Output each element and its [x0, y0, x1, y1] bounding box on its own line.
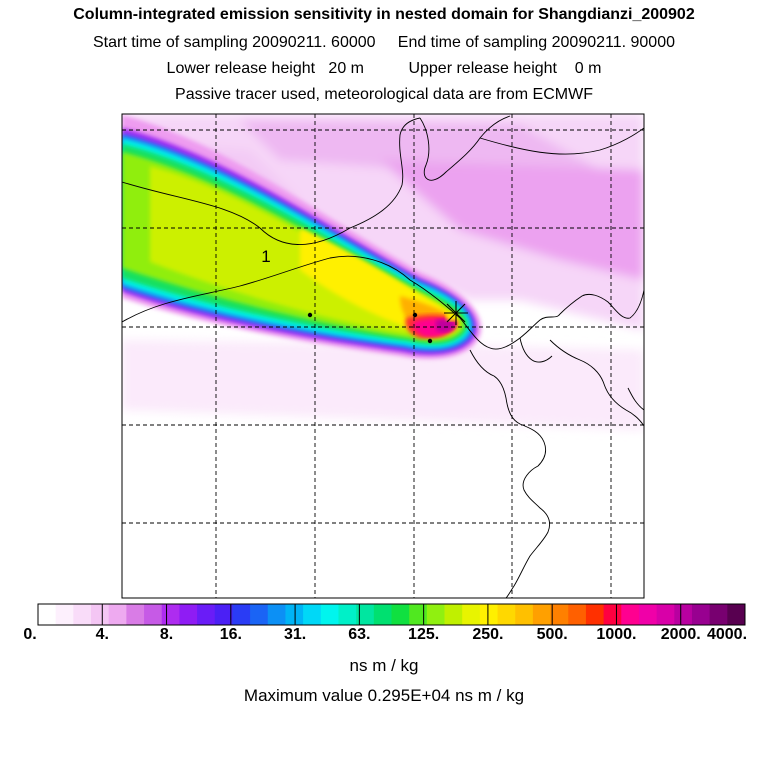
- colorbar-swatch: [161, 604, 180, 625]
- colorbar-swatch: [603, 604, 622, 625]
- tracer-info-line: Passive tracer used, meteorological data…: [175, 86, 593, 103]
- colorbar-swatch: [179, 604, 198, 625]
- map-title: Column-integrated emission sensitivity i…: [73, 6, 695, 23]
- colorbar-swatch: [197, 604, 216, 625]
- colorbar-tick-label: 250.: [472, 626, 504, 643]
- colorbar-tick-label: 4.: [95, 626, 109, 643]
- colorbar-swatch: [568, 604, 587, 625]
- colorbar-swatch: [462, 604, 481, 625]
- colorbar-swatch: [214, 604, 233, 625]
- colorbar: [37, 603, 746, 626]
- plume-label: 1: [261, 247, 270, 266]
- colorbar-swatch: [91, 604, 110, 625]
- colorbar-tick-label: 500.: [536, 626, 568, 643]
- release-height-line: Lower release height 20 m Upper release …: [166, 60, 602, 77]
- colorbar-swatch: [709, 604, 728, 625]
- colorbar-swatch: [532, 604, 551, 625]
- colorbar-swatch: [727, 604, 746, 625]
- colorbar-swatch: [267, 604, 286, 625]
- colorbar-swatch: [550, 604, 569, 625]
- colorbar-swatch: [338, 604, 357, 625]
- colorbar-tick-label: 63.: [348, 626, 371, 643]
- colorbar-tick-label: 4000.: [706, 626, 748, 643]
- maximum-value-label: Maximum value 0.295E+04 ns m / kg: [243, 686, 525, 705]
- colorbar-swatch: [320, 604, 339, 625]
- colorbar-swatch: [356, 604, 375, 625]
- colorbar-swatch: [656, 604, 675, 625]
- receptor-star-icon: [444, 301, 468, 325]
- colorbar-swatch: [674, 604, 693, 625]
- colorbar-swatch: [73, 604, 92, 625]
- colorbar-swatch: [285, 604, 304, 625]
- colorbar-tick-label: 1000.: [596, 626, 637, 643]
- colorbar-swatch: [232, 604, 251, 625]
- lat-lon-grid: [122, 114, 644, 598]
- colorbar-swatch: [691, 604, 711, 625]
- map-frame: [121, 113, 645, 599]
- colorbar-tick-label: 0.: [23, 626, 37, 643]
- colorbar-swatch: [515, 604, 534, 625]
- colorbar-swatch: [409, 604, 428, 625]
- city-dot: [412, 312, 418, 318]
- colorbar-tick-label: 16.: [219, 626, 242, 643]
- colorbar-tick-label: 125.: [408, 626, 440, 643]
- colorbar-swatch: [638, 604, 658, 625]
- colorbar-swatch: [426, 604, 445, 625]
- colorbar-swatch: [55, 604, 74, 625]
- map-area: 1: [122, 114, 644, 598]
- colorbar-frame: [37, 603, 746, 626]
- colorbar-swatch: [391, 604, 410, 625]
- colorbar-tick-label: 2000.: [660, 626, 701, 643]
- colorbar-tick-label: 31.: [283, 626, 307, 643]
- colorbar-swatch: [126, 604, 145, 625]
- colorbar-swatch: [621, 604, 640, 625]
- city-markers: [307, 312, 433, 344]
- city-dot: [427, 338, 433, 344]
- city-dot: [307, 312, 313, 318]
- colorbar-swatch: [38, 604, 57, 625]
- colorbar-tick-label: 8.: [159, 626, 174, 643]
- sampling-time-line: Start time of sampling 20090211. 60000 E…: [92, 34, 675, 51]
- colorbar-swatch: [250, 604, 269, 625]
- colorbar-swatch: [479, 604, 498, 625]
- colorbar-swatch: [303, 604, 322, 625]
- colorbar-swatch: [444, 604, 463, 625]
- colorbar-swatch: [144, 604, 163, 625]
- colorbar-swatch: [373, 604, 392, 625]
- colorbar-swatch: [497, 604, 516, 625]
- units-label: ns m / kg: [349, 656, 419, 675]
- colorbar-swatch: [108, 604, 127, 625]
- colorbar-swatch: [585, 604, 604, 625]
